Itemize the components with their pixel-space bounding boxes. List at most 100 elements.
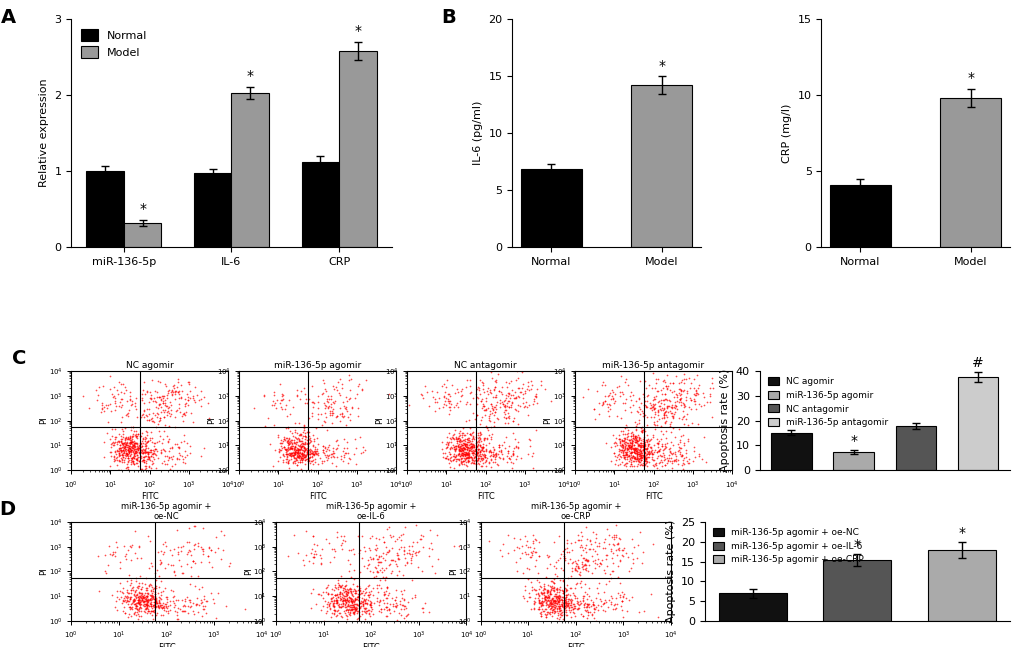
Point [337, 581, 354, 591]
Point [323, 410, 339, 420]
Point [119, 445, 136, 455]
Point [637, 397, 653, 407]
Point [487, 377, 503, 388]
Point [486, 449, 502, 459]
Point [187, 616, 204, 626]
Point [125, 608, 142, 619]
Point [644, 395, 660, 405]
Point [397, 610, 414, 620]
Point [573, 534, 589, 545]
Point [640, 447, 656, 457]
Point [586, 564, 602, 574]
Point [175, 457, 192, 468]
Point [554, 587, 571, 598]
Point [135, 464, 151, 474]
Point [165, 586, 181, 597]
Point [673, 451, 689, 461]
Point [193, 386, 209, 396]
Point [619, 443, 635, 454]
Point [606, 599, 623, 609]
Point [688, 370, 704, 380]
Point [336, 586, 353, 596]
Point [286, 437, 303, 448]
Point [423, 561, 439, 571]
Point [128, 454, 145, 465]
Point [555, 607, 572, 617]
Point [600, 529, 616, 540]
Point [625, 450, 641, 461]
Point [391, 543, 408, 554]
Point [450, 448, 467, 459]
Point [107, 455, 123, 465]
Point [334, 595, 351, 606]
Point [280, 551, 297, 561]
Point [571, 567, 587, 577]
Point [473, 377, 489, 388]
Point [655, 412, 672, 422]
Point [286, 442, 303, 452]
Point [182, 601, 199, 611]
Point [613, 436, 630, 446]
Point [445, 463, 462, 473]
Point [379, 582, 395, 593]
Point [628, 436, 644, 446]
Point [330, 598, 346, 609]
Point [287, 437, 304, 448]
Point [194, 597, 210, 608]
Point [523, 380, 539, 390]
Bar [194, 173, 231, 247]
Point [413, 565, 429, 576]
Point [337, 392, 354, 402]
Point [186, 521, 203, 532]
Point [297, 432, 313, 442]
Point [291, 453, 308, 463]
Point [689, 419, 705, 429]
Point [589, 554, 605, 564]
Point [578, 546, 594, 556]
Point [152, 391, 168, 402]
Point [313, 457, 329, 468]
Point [375, 548, 391, 558]
Point [313, 589, 329, 600]
Point [383, 543, 399, 553]
Point [181, 545, 198, 556]
Point [128, 450, 145, 461]
Point [174, 451, 191, 461]
Point [554, 586, 571, 596]
Point [619, 450, 635, 460]
Point [164, 592, 180, 602]
Point [649, 406, 665, 416]
Point [477, 455, 493, 466]
Point [657, 453, 674, 463]
Point [373, 557, 389, 567]
Point [145, 415, 161, 426]
Point [647, 420, 663, 430]
Point [703, 412, 719, 422]
Point [650, 437, 666, 448]
Point [633, 441, 649, 452]
Point [673, 393, 689, 403]
Point [304, 452, 320, 463]
Point [125, 439, 142, 449]
Point [151, 582, 167, 592]
Point [676, 401, 692, 411]
Bar [927, 550, 995, 621]
Point [151, 591, 167, 602]
Point [434, 452, 450, 462]
Point [628, 434, 644, 444]
Point [137, 587, 153, 598]
Point [543, 607, 559, 617]
Point [146, 593, 162, 604]
Point [128, 455, 145, 465]
Point [213, 554, 229, 564]
Point [624, 444, 640, 454]
Point [132, 595, 149, 606]
Point [320, 453, 336, 463]
Point [322, 391, 338, 401]
Point [146, 393, 162, 403]
Point [148, 402, 164, 412]
Point [286, 432, 303, 443]
Point [447, 443, 464, 453]
Point [574, 559, 590, 569]
Point [450, 428, 467, 439]
